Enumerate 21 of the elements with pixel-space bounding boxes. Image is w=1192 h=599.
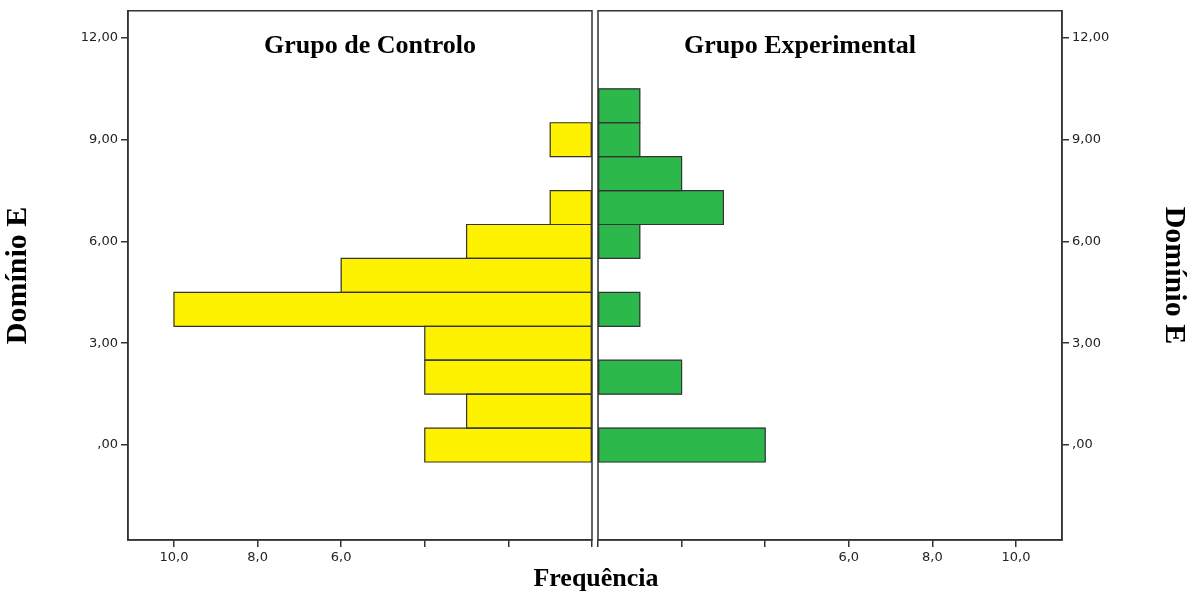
x-tick-label: 10,0 [159,549,189,565]
y-tick-label: 9,00 [1072,131,1101,147]
y-axis-title: Domínio E [1160,206,1192,345]
x-tick-label: 6,0 [330,549,352,565]
y-tick-label: ,00 [97,436,118,452]
text: Grupo Experimental [684,29,916,59]
x-tick-label: 6,0 [838,549,860,565]
y-tick-label: 9,00 [89,131,118,147]
x-tick-label: 8,0 [922,549,943,565]
y-axis-title: Domínio E [0,206,32,345]
x-axis-title: Frequência [532,563,660,593]
y-tick-label: 12,00 [80,29,118,45]
x-tick-label: 8,0 [247,549,268,565]
text: Grupo de Controlo [264,29,476,59]
y-tick-label: ,00 [1072,436,1093,452]
y-tick-label: 6,00 [1072,232,1101,248]
y-tick-label: 3,00 [89,334,118,350]
y-tick-label: 6,00 [89,232,118,248]
y-tick-label: 3,00 [1072,334,1101,350]
x-tick-label: 10,0 [1001,549,1031,565]
y-tick-label: 12,00 [1072,29,1110,45]
